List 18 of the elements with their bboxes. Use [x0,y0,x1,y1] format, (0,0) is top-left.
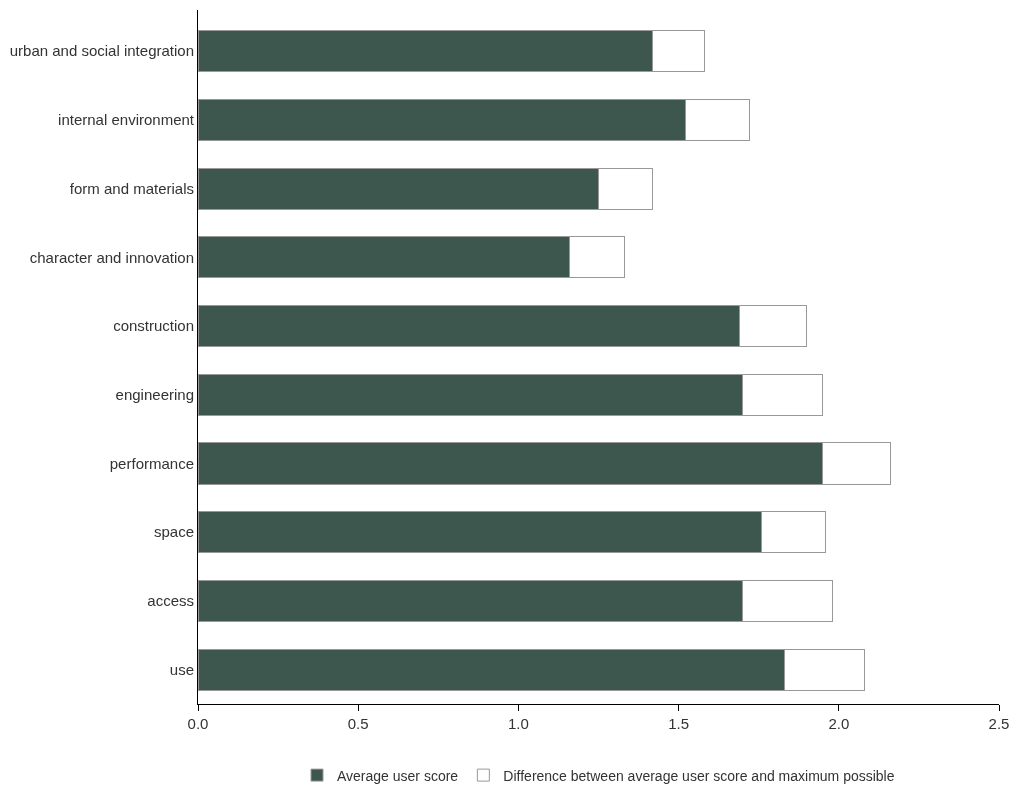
y-tick-label: character and innovation [29,248,194,266]
x-tick-label: 0.0 [187,715,209,732]
y-tick-label: urban and social integration [9,42,194,60]
x-tick-label: 1.5 [668,715,690,732]
x-tick-label: 0.5 [347,715,369,732]
y-tick-label: performance [109,454,194,472]
x-tick-label: 2.0 [828,715,850,732]
x-tick-label: 2.5 [988,715,1010,732]
y-tick-label: construction [113,317,194,335]
legend-label: Average user score [337,767,459,784]
y-tick-label: internal environment [58,111,195,129]
y-tick-label: space [153,523,194,541]
y-tick-label: access [147,592,194,610]
y-tick-label: form and materials [69,179,194,197]
x-tick-label: 1.0 [507,715,529,732]
y-tick-label: use [169,660,194,678]
y-tick-label: engineering [115,386,194,404]
legend-label: Difference between average user score and maximum possible [503,767,895,784]
